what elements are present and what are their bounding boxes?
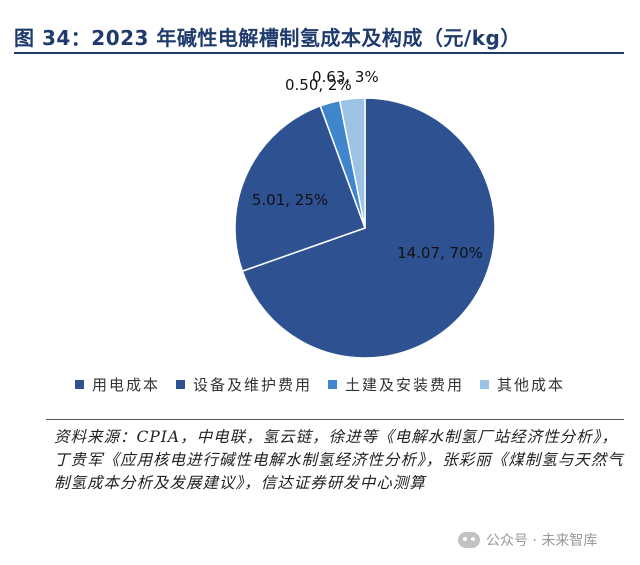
legend-swatch	[328, 380, 337, 389]
watermark: 公众号 · 未来智库	[458, 530, 597, 550]
chart-legend: 用电成本 设备及维护费用 土建及安装费用 其他成本	[0, 374, 640, 395]
data-label-other: 0.63, 3%	[312, 68, 379, 86]
legend-swatch	[175, 380, 185, 389]
legend-swatch	[480, 380, 490, 389]
legend-item-electricity: 用电成本	[74, 374, 160, 395]
source-divider	[46, 419, 624, 420]
legend-item-construction: 土建及安装费用	[328, 374, 464, 395]
data-label-equipment: 5.01, 25%	[252, 191, 328, 209]
watermark-text: 公众号 · 未来智库	[486, 533, 598, 549]
source-note: 资料来源：CPIA，中电联，氢云链，徐进等《电解水制氢厂站经济性分析》，丁贵军《…	[54, 428, 624, 492]
data-label-electricity: 14.07, 70%	[397, 244, 483, 262]
legend-item-equipment: 设备及维护费用	[175, 374, 312, 395]
data-label-construction: 0.50, 2%	[285, 76, 352, 94]
pie-chart: 14.07, 70% 5.01, 25% 0.50, 2%0.63, 3%	[234, 68, 496, 359]
legend-label: 设备及维护费用	[192, 376, 312, 394]
title-divider	[14, 52, 624, 54]
legend-item-other: 其他成本	[480, 374, 565, 395]
pie-slice-equipment	[234, 104, 366, 273]
wechat-icon	[458, 532, 480, 548]
legend-label: 土建及安装费用	[345, 376, 465, 394]
legend-label: 其他成本	[497, 376, 566, 394]
chart-title: 图 34：2023 年碱性电解槽制氢成本及构成（元/kg）	[14, 26, 521, 50]
pie-slice-other	[338, 97, 366, 229]
pie-slice-electricity	[241, 97, 496, 359]
legend-swatch	[74, 380, 84, 389]
legend-label: 用电成本	[91, 376, 160, 394]
